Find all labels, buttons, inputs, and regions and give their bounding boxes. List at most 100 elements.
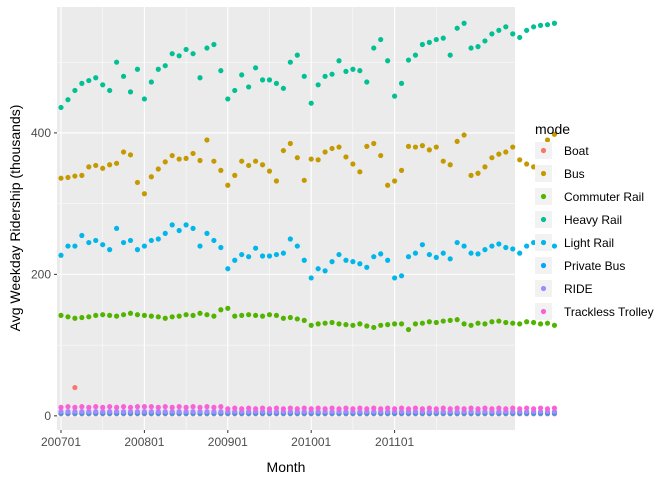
data-point [280, 315, 286, 321]
data-point [211, 158, 217, 164]
data-point [378, 36, 384, 43]
data-point [127, 89, 134, 95]
data-point [107, 404, 113, 410]
data-point [107, 87, 113, 94]
data-point [461, 243, 467, 249]
data-point [225, 305, 231, 311]
data-point [148, 404, 154, 410]
data-point [141, 409, 147, 415]
data-point [148, 174, 154, 180]
data-point [329, 319, 335, 326]
data-point [58, 175, 64, 181]
data-point [72, 315, 78, 321]
data-point [517, 157, 523, 163]
data-point [141, 96, 147, 102]
data-point [468, 172, 474, 178]
series-light-rail [58, 222, 558, 281]
data-point [141, 312, 147, 319]
data-point [225, 406, 231, 412]
data-point [378, 406, 384, 412]
data-point [211, 409, 217, 415]
data-point [72, 87, 78, 94]
data-point [127, 152, 134, 158]
data-point [86, 239, 92, 246]
data-point [294, 406, 300, 412]
data-point [79, 314, 85, 321]
data-point [454, 317, 460, 323]
data-point [385, 257, 391, 263]
data-point [315, 266, 321, 272]
data-point [100, 82, 106, 88]
data-point [412, 405, 419, 411]
data-point [496, 27, 502, 33]
data-point [239, 312, 245, 319]
data-point [392, 406, 398, 412]
data-point [162, 230, 168, 236]
data-point [315, 82, 321, 88]
legend-item: Bus [535, 165, 585, 182]
data-point [524, 161, 530, 167]
data-point [218, 167, 224, 173]
data-point [155, 66, 161, 72]
data-point [426, 147, 432, 153]
data-point [86, 314, 92, 320]
legend-label: Trackless Trolley [564, 305, 654, 319]
data-point [266, 253, 273, 259]
data-point [322, 149, 328, 155]
data-point [398, 321, 405, 327]
data-point [385, 58, 391, 64]
data-point [378, 251, 384, 257]
data-point [412, 144, 419, 150]
data-point [169, 314, 175, 320]
data-point [100, 165, 106, 171]
data-point [544, 22, 551, 28]
data-point [204, 409, 210, 415]
data-point [405, 254, 412, 260]
data-point [357, 169, 363, 175]
data-point [253, 406, 259, 412]
legend-marker [540, 239, 547, 246]
data-point [107, 162, 113, 168]
legend: mode Boat Bus Commuter Rail Heavy Rail Light… [535, 121, 654, 320]
data-point [364, 323, 370, 329]
data-point [79, 232, 85, 239]
legend-item: Light Rail [535, 234, 614, 251]
data-point [100, 312, 106, 318]
data-point [232, 405, 238, 411]
data-point [329, 405, 335, 411]
y-tick-label: 0 [44, 409, 51, 423]
data-point [315, 157, 321, 163]
data-point [107, 312, 113, 319]
legend-item: Commuter Rail [535, 188, 644, 205]
data-point [176, 404, 182, 410]
data-point [301, 405, 307, 411]
data-point [162, 315, 168, 321]
data-point [357, 261, 363, 267]
data-point [308, 100, 314, 106]
data-point [100, 409, 106, 415]
data-point [461, 132, 467, 138]
data-point [204, 137, 210, 143]
data-point [454, 138, 460, 144]
data-point [350, 259, 356, 265]
data-point [218, 244, 224, 251]
data-point [544, 320, 551, 326]
x-tick-label: 201001 [291, 435, 331, 449]
data-point [183, 312, 189, 318]
data-point [204, 230, 210, 236]
data-point [357, 68, 363, 74]
data-point [162, 63, 168, 69]
legend-label: RIDE [564, 282, 593, 296]
data-point [426, 39, 432, 45]
data-point [93, 404, 99, 410]
legend-label: Commuter Rail [564, 190, 644, 204]
data-point [65, 404, 71, 410]
data-point [287, 314, 293, 321]
data-point [454, 25, 460, 31]
data-point [510, 31, 516, 37]
legend-marker [540, 193, 547, 200]
data-point [468, 405, 474, 411]
data-point [440, 318, 446, 324]
data-point [537, 22, 544, 28]
data-point [398, 405, 405, 411]
